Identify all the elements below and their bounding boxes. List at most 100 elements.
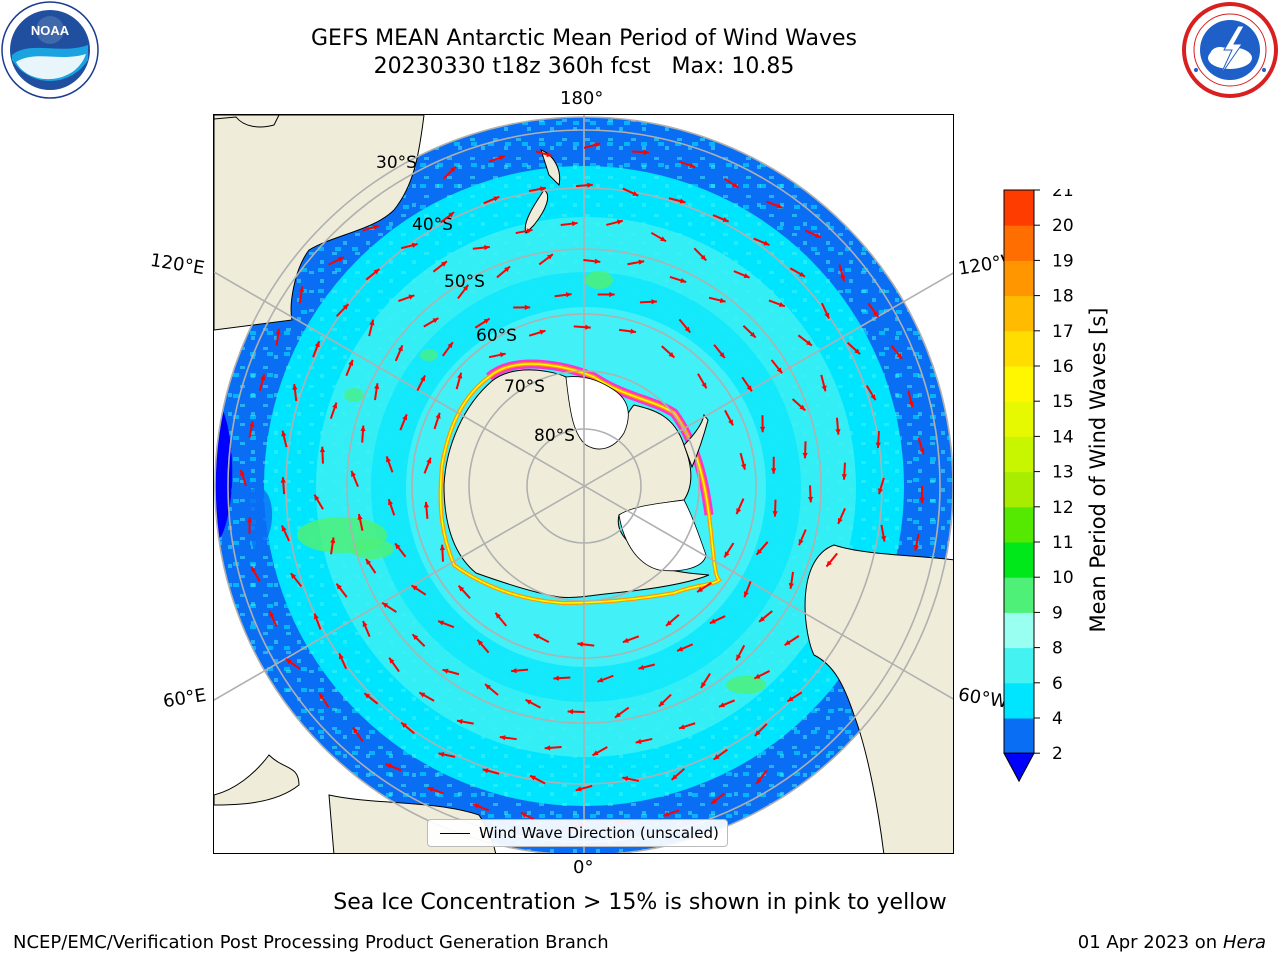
wave-direction-arrow	[442, 165, 457, 180]
colorbar-tick-label: 8	[1052, 639, 1063, 659]
wave-direction-arrow	[771, 456, 777, 474]
wave-direction-arrow	[398, 294, 415, 303]
wave-direction-arrow	[583, 142, 601, 149]
colorbar-bin	[1004, 401, 1034, 437]
wave-direction-arrow	[246, 517, 253, 535]
land-australia	[214, 115, 425, 331]
wave-direction-arrow	[784, 635, 800, 647]
wave-direction-arrow	[867, 302, 880, 318]
wave-direction-arrow	[622, 187, 639, 197]
lon-label-60w: 60°W	[956, 684, 1010, 713]
wave-direction-arrow	[632, 149, 650, 155]
wave-direction-arrow	[440, 211, 455, 224]
wave-direction-arrow	[455, 372, 463, 390]
colorbar-tick-label: 4	[1052, 709, 1063, 729]
wave-direction-arrow	[328, 256, 345, 266]
wave-direction-arrow	[281, 525, 290, 542]
latitude-labels: 30°S 40°S 50°S 60°S 70°S 80°S	[376, 153, 575, 446]
nws-logo-icon	[1182, 2, 1278, 98]
wave-direction-arrow	[606, 219, 624, 226]
wave-direction-arrow	[350, 470, 359, 487]
lon-label-0: 0°	[573, 857, 594, 878]
wave-direction-arrow	[357, 513, 364, 531]
lat-label-70s: 70°S	[504, 377, 545, 397]
wave-direction-arrow	[499, 735, 517, 741]
wave-direction-arrow	[368, 319, 375, 337]
wave-direction-arrow	[538, 253, 554, 266]
footer-date: 01 Apr 2023 on Hera	[1078, 932, 1266, 953]
wave-direction-arrow	[755, 541, 769, 556]
wave-direction-arrow	[697, 373, 708, 389]
wave-direction-arrow	[319, 446, 326, 464]
wave-direction-arrow	[553, 675, 571, 681]
wave-direction-arrow	[788, 571, 795, 589]
wave-direction-arrow	[575, 784, 593, 792]
colorbar-tick-label: 16	[1052, 357, 1074, 377]
wave-direction-arrow	[528, 329, 546, 337]
wave-direction-arrow	[665, 614, 680, 627]
wave-direction-arrow	[622, 776, 640, 782]
wave-direction-arrow	[533, 633, 550, 643]
map-legend: Wind Wave Direction (unscaled)	[427, 819, 728, 847]
wave-direction-arrow	[423, 501, 430, 519]
colorbar: 2 4 6 8 9 10 11 12 13 14 15 16 17 18 19 20 21	[1003, 189, 1074, 783]
colorbar-tick-label: 14	[1052, 427, 1074, 447]
wave-direction-arrow	[639, 299, 657, 305]
wave-direction-arrow	[658, 693, 672, 708]
wave-direction-arrow	[515, 228, 533, 235]
wave-direction-arrow	[735, 644, 746, 661]
wave-direction-arrow	[678, 318, 692, 334]
colorbar-tick-label: 12	[1052, 498, 1074, 518]
wave-direction-arrow	[362, 620, 371, 638]
wave-direction-arrow	[820, 374, 827, 392]
wave-direction-arrow	[798, 529, 807, 546]
lon-label-120e: 120°E	[148, 249, 207, 280]
graticule	[214, 115, 953, 853]
wave-direction-arrow	[385, 456, 394, 473]
wave-direction-arrow	[488, 352, 506, 359]
wave-direction-arrow	[427, 786, 444, 795]
legend-line-swatch	[440, 832, 470, 834]
colorbar-bin	[1004, 190, 1034, 226]
wave-direction-arrow	[560, 221, 578, 227]
wave-direction-arrow	[650, 231, 667, 243]
colorbar-tick-label: 13	[1052, 463, 1074, 483]
wave-direction-arrow	[335, 303, 350, 317]
wave-direction-arrow	[360, 425, 366, 443]
wave-direction-arrow	[258, 374, 266, 392]
wave-direction-arrow	[791, 398, 806, 412]
wave-direction-arrow	[583, 258, 601, 264]
wave-direction-arrow	[635, 737, 653, 744]
lat-label-60s: 60°S	[476, 326, 517, 346]
colorbar-bin	[1004, 366, 1034, 402]
chart-subtitle: 20230330 t18z 360h fcst Max: 10.85	[373, 54, 795, 79]
wave-direction-arrow	[804, 229, 822, 239]
wave-direction-arrow	[298, 286, 305, 304]
wave-direction-arrow	[441, 341, 454, 357]
wave-direction-arrow	[365, 558, 377, 574]
wave-direction-arrow	[400, 242, 418, 250]
wave-direction-arrow	[743, 581, 752, 598]
wave-direction-arrow	[362, 224, 380, 232]
chart-title: GEFS MEAN Antarctic Mean Period of Wind …	[311, 26, 857, 51]
wave-direction-arrow	[820, 302, 830, 319]
wave-direction-arrow	[399, 413, 408, 431]
lon-label-60e: 60°E	[161, 684, 208, 713]
wave-direction-arrow	[710, 792, 726, 805]
land-south-america	[804, 544, 953, 853]
wave-direction-arrow	[766, 200, 783, 209]
wave-direction-arrow	[676, 643, 694, 652]
wave-direction-arrow	[544, 745, 562, 751]
wave-direction-arrow	[439, 544, 446, 562]
wave-direction-arrow	[275, 328, 281, 346]
wave-direction-arrow	[712, 214, 730, 223]
wave-direction-arrow	[281, 430, 288, 448]
colorbar-tick-label: 11	[1052, 533, 1074, 553]
ross-ice-shelf	[565, 376, 629, 450]
noaa-logo-text: NOAA	[31, 23, 70, 38]
colorbar-bin	[1004, 260, 1034, 297]
wave-direction-arrow	[457, 284, 470, 300]
wave-direction-arrow	[709, 615, 726, 625]
colorbar-bin	[1004, 506, 1034, 543]
wave-direction-arrow	[768, 299, 786, 308]
